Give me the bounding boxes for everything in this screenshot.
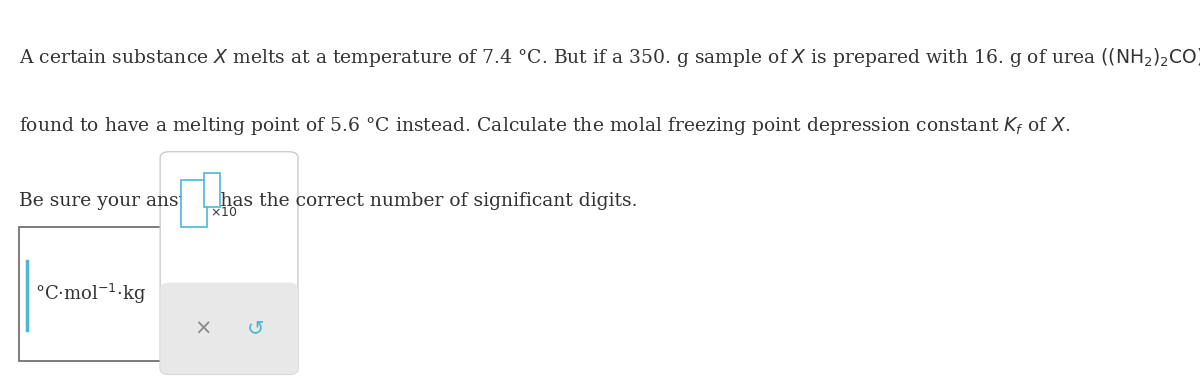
Text: $\times$10: $\times$10 bbox=[210, 206, 238, 219]
Text: ↺: ↺ bbox=[246, 318, 264, 339]
FancyBboxPatch shape bbox=[204, 173, 220, 207]
Text: °C$\cdot$mol$^{-1}$$\cdot$kg: °C$\cdot$mol$^{-1}$$\cdot$kg bbox=[35, 282, 146, 306]
Text: found to have a melting point of 5.6 °C instead. Calculate the molal freezing po: found to have a melting point of 5.6 °C … bbox=[19, 115, 1070, 137]
FancyBboxPatch shape bbox=[160, 283, 298, 374]
Text: A certain substance $\mathit{X}$ melts at a temperature of 7.4 °C. But if a 350.: A certain substance $\mathit{X}$ melts a… bbox=[19, 46, 1200, 69]
FancyBboxPatch shape bbox=[160, 152, 298, 374]
Text: ×: × bbox=[194, 318, 211, 339]
Text: Be sure your answer has the correct number of significant digits.: Be sure your answer has the correct numb… bbox=[19, 192, 637, 210]
FancyBboxPatch shape bbox=[19, 227, 163, 361]
FancyBboxPatch shape bbox=[181, 180, 206, 227]
